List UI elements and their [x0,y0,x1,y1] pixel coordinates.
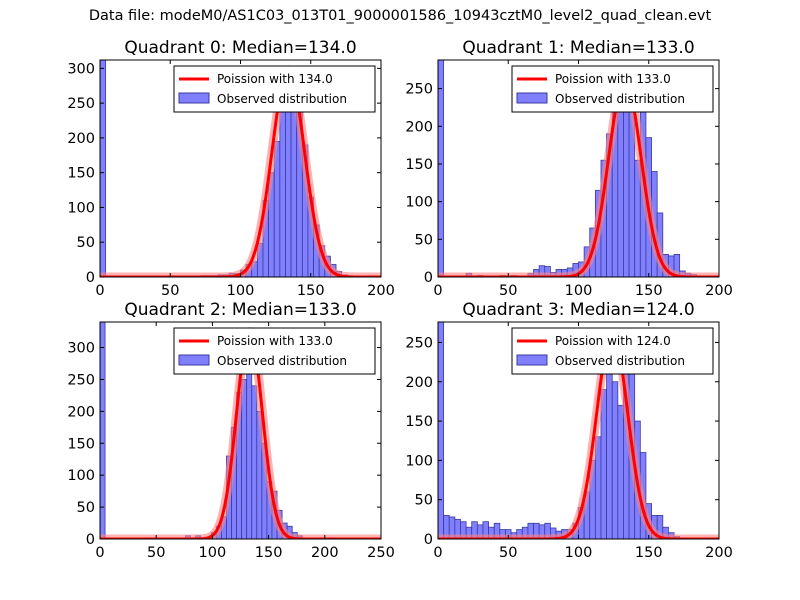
quadrant-1-x-tick-label: 150 [635,283,663,299]
quadrant-0-legend-bars-swatch [178,92,210,104]
quadrant-2-y-tick-label: 300 [67,341,95,357]
quadrant-2-axes-frame [99,321,382,540]
quadrant-1-chart: 0 50 100 150 200 0 50 100 150 200 250 Quadrant 1: M… [405,38,733,299]
quadrant-2-y-tick-label: 0 [86,532,95,548]
quadrant-0-legend-bars-label: Observed distribution [217,92,347,106]
quadrant-0-x-tick-label: 0 [95,283,104,299]
quadrant-3-y-tick-label: 100 [405,453,433,469]
quadrant-0-legend-curve-label: Poission with 134.0 [217,72,333,86]
quadrant-0-y-tick-label: 200 [67,131,95,147]
quadrant-0-y-tick-label: 250 [67,96,95,112]
quadrant-1-y-tick-label: 150 [405,157,433,173]
quadrant-1-histogram-bar [438,60,445,277]
quadrant-0-y-tick-label: 50 [77,235,95,251]
quadrant-3-legend: Poission with 124.0 Observed distribution [511,327,714,375]
quadrant-3-y-tick-label: 150 [405,414,433,430]
quadrant-1-legend-bars-swatch [516,92,548,104]
quadrant-1-y-tick-label: 0 [424,270,433,286]
quadrant-3-chart: 0 50 100 150 200 0 50 100 150 200 250 Quadrant 3: M… [405,300,733,561]
quadrant-2-title: Quadrant 2: Median=133.0 [124,300,356,320]
quadrant-0-legend: Poission with 134.0 Observed distribution [173,65,376,113]
quadrant-1-y-tick-label: 200 [405,119,433,135]
quadrant-3-histogram-bar [617,404,624,539]
quadrant-2-x-tick-label: 250 [367,545,395,561]
quadrant-2-poisson-curve [100,330,381,539]
quadrant-2-x-tick-label: 50 [147,545,165,561]
quadrant-1-x-tick-label: 200 [705,283,733,299]
quadrant-2-y-tick-label: 200 [67,404,95,420]
quadrant-2-legend-bars-swatch [178,354,210,366]
quadrant-2-plot-area [100,322,381,539]
quadrant-0-histogram-bar [100,60,107,277]
quadrant-3-legend-box [511,327,714,375]
quadrant-0-y-tick-label: 100 [67,200,95,216]
quadrant-2-x-tick-label: 0 [95,545,104,561]
quadrant-0-x-tick-label: 150 [297,283,325,299]
quadrant-1-histogram-bar [623,107,630,277]
quadrant-2-histogram-bar [100,322,106,539]
quadrant-2-legend-box [173,327,376,375]
quadrant-1-x-tick-label: 0 [433,283,442,299]
quadrant-2-legend-bars-label: Observed distribution [217,354,347,368]
quadrant-2-y-tick-label: 50 [77,500,95,516]
quadrant-3-histogram-bar [606,349,613,539]
quadrant-3-histogram-bar [600,389,607,539]
quadrant-3-x-tick-label: 200 [705,545,733,561]
quadrant-1-legend-curve-label: Poission with 133.0 [555,72,671,86]
quadrant-0-title: Quadrant 0: Median=134.0 [124,38,356,58]
quadrant-2-y-tick-label: 250 [67,372,95,388]
quadrant-2-legend-curve-label: Poission with 133.0 [217,334,333,348]
quadrant-3-legend-bars-swatch [516,354,548,366]
figure-suptitle: Data file: modeM0/AS1C03_013T01_90000015… [88,8,712,24]
quadrant-0-x-tick-label: 100 [227,283,255,299]
quadrant-3-x-tick-label: 50 [499,545,517,561]
quadrant-1-y-tick-label: 50 [415,232,433,248]
quadrant-0-chart: 0 50 100 150 200 0 50 100 150 200 250 300 Quadrant 0… [67,38,395,299]
quadrant-2-y-tick-label: 150 [67,436,95,452]
quadrant-3-y-tick-label: 0 [424,532,433,548]
quadrant-3-y-tick-label: 200 [405,375,433,391]
quadrant-3-x-tick-label: 0 [433,545,442,561]
quadrant-1-y-tick-label: 250 [405,82,433,98]
quadrant-1-legend: Poission with 133.0 Observed distribution [511,65,714,113]
quadrant-0-x-tick-label: 50 [161,283,179,299]
quadrant-1-legend-bars-label: Observed distribution [555,92,685,106]
quadrant-2-y-tick-label: 100 [67,468,95,484]
quadrant-3-x-tick-label: 100 [565,545,593,561]
quadrant-1-x-tick-label: 100 [565,283,593,299]
quadrant-3-title: Quadrant 3: Median=124.0 [462,300,694,320]
quadrant-3-histogram-bar [611,381,619,539]
quadrant-1-x-tick-label: 50 [499,283,517,299]
quadrant-2-x-tick-label: 200 [311,545,339,561]
quadrant-3-y-tick-label: 250 [405,335,433,351]
quadrant-1-y-tick-label: 100 [405,195,433,211]
quadrant-2-histogram-bar [241,379,248,539]
quadrant-2-x-tick-label: 150 [255,545,283,561]
quadrant-3-histogram-bar [438,322,445,539]
quadrant-0-y-tick-label: 0 [86,270,95,286]
quadrant-3-x-tick-label: 150 [635,545,663,561]
quadrant-0-legend-box [173,65,376,113]
quadrant-0-x-tick-label: 200 [367,283,395,299]
quadrant-3-y-tick-label: 50 [415,493,433,509]
quadrant-1-title: Quadrant 1: Median=133.0 [462,38,694,58]
quadrant-2-legend: Poission with 133.0 Observed distribution [173,327,376,375]
quadrant-0-y-tick-label: 300 [67,61,95,77]
quadrant-1-legend-box [511,65,714,113]
quadrant-0-y-tick-label: 150 [67,166,95,182]
quadrant-2-x-tick-label: 100 [199,545,227,561]
quadrant-3-legend-bars-label: Observed distribution [555,354,685,368]
quadrant-2-chart: 0 50 100 150 200 250 0 50 100 150 200 250 300 Quadran… [67,300,395,561]
quadrant-2-histogram-bar [251,385,258,539]
quadrant-3-legend-curve-label: Poission with 124.0 [555,334,671,348]
